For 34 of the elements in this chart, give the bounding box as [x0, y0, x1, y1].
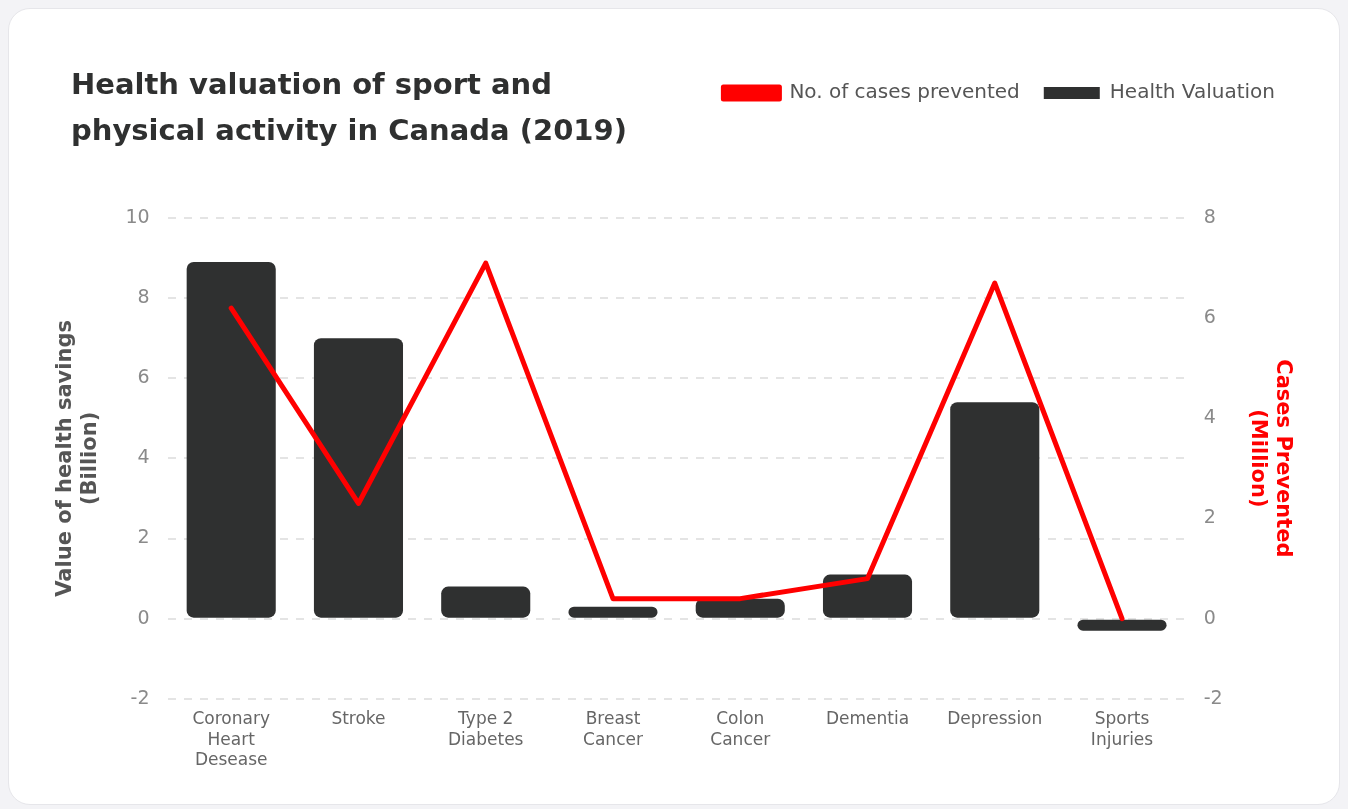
y2-tick-label: -2: [1203, 685, 1223, 708]
bar: [186, 262, 276, 618]
bar: [441, 586, 531, 618]
bar: [313, 338, 404, 618]
y-tick-label: 6: [137, 365, 150, 388]
y2-axis-title: Cases Prevented (Million): [1246, 359, 1296, 558]
bar: [695, 598, 785, 618]
bar: [568, 606, 658, 618]
y-tick-label: 8: [137, 285, 150, 308]
chart-title: Health valuation of sport and physical activity in Canada (2019): [71, 66, 628, 150]
y2-tick-label: 8: [1203, 204, 1216, 227]
y-tick-label: -2: [130, 685, 150, 708]
x-tick-label: Dementia: [825, 708, 910, 729]
x-tick-label: Depression: [947, 708, 1043, 729]
bar: [822, 574, 913, 618]
y2-tick-label: 2: [1203, 505, 1216, 528]
y2-tick-label: 0: [1203, 605, 1216, 628]
x-tick-label: Sports Injuries: [1090, 708, 1154, 749]
y-tick-label: 10: [125, 204, 150, 227]
bar: [1077, 619, 1167, 631]
x-tick-label: Breast Cancer: [583, 708, 643, 749]
y-axis-title: Value of health savings (Billion): [52, 320, 102, 597]
legend-label: Health Valuation: [1109, 79, 1275, 104]
x-tick-label: Stroke: [331, 708, 386, 729]
x-tick-label: Colon Cancer: [710, 708, 771, 749]
y-tick-label: 4: [137, 445, 150, 468]
y-tick-label: 0: [137, 605, 150, 628]
x-tick-label: Type 2 Diabetes: [447, 708, 524, 749]
bar: [950, 402, 1040, 618]
y2-tick-label: 6: [1203, 305, 1216, 328]
y2-tick-label: 4: [1203, 405, 1216, 428]
x-tick-label: Coronary Heart Desease: [192, 708, 270, 770]
y-tick-label: 2: [137, 525, 150, 548]
legend-label: No. of cases prevented: [789, 79, 1020, 104]
